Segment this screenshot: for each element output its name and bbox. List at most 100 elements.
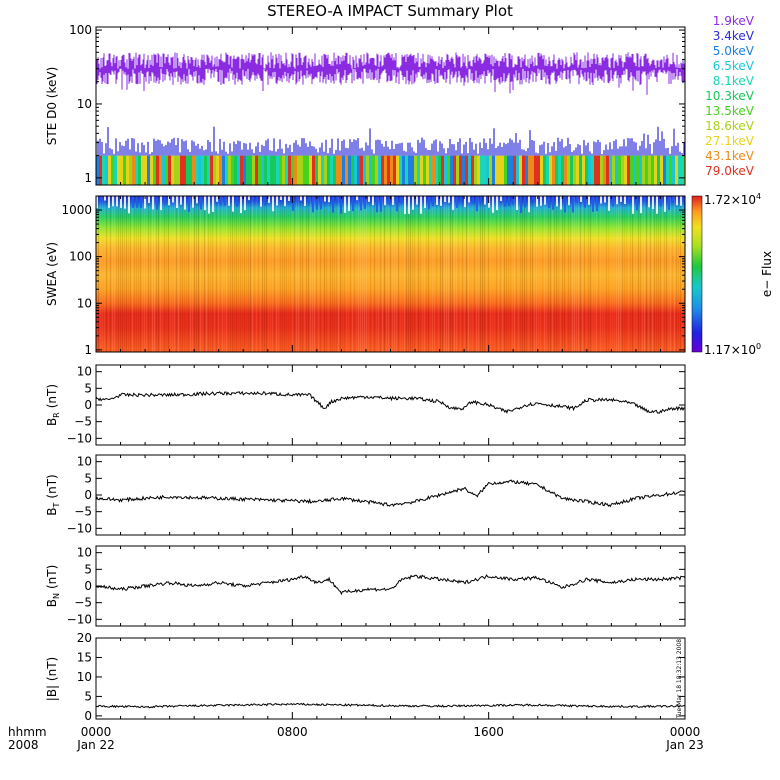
ste-high-energy-bar — [246, 155, 249, 185]
swea-streak — [264, 196, 265, 352]
ste-high-energy-bar — [555, 155, 558, 185]
swea-streak — [372, 196, 373, 352]
x-tick-date-label: Jan 22 — [76, 738, 115, 752]
ste-high-energy-bar — [159, 155, 162, 185]
swea-streak — [360, 196, 361, 352]
ste-high-energy-bar — [174, 155, 177, 185]
swea-streak — [140, 196, 141, 352]
swea-panel: 1 10 100 1000 SWEA (eV) 1.72×104 1.17×100 e… — [45, 192, 774, 357]
ste-high-energy-bar — [378, 155, 381, 185]
swea-top-fringe — [436, 196, 438, 205]
ste-high-energy-bar — [624, 155, 627, 185]
swea-streak — [458, 196, 459, 352]
bt-frame — [95, 454, 686, 536]
bmag-series-line — [95, 702, 686, 709]
swea-top-fringe — [324, 196, 326, 202]
br-ytick-label: −10 — [67, 431, 92, 445]
ste-high-energy-bar — [132, 155, 135, 185]
ste-high-energy-bar — [522, 155, 525, 185]
swea-streak — [628, 196, 629, 352]
swea-streak — [214, 196, 215, 352]
swea-streak — [186, 196, 187, 352]
ste-high-energy-bar — [342, 155, 345, 185]
swea-streak — [596, 196, 597, 352]
swea-streak — [482, 196, 483, 352]
ste-high-energy-bar — [516, 155, 519, 185]
swea-streak — [654, 196, 655, 352]
ste-high-energy-bar — [168, 155, 171, 185]
swea-top-fringe — [480, 196, 482, 203]
swea-ytick-label: 1 — [84, 343, 92, 357]
swea-top-fringe — [148, 196, 150, 204]
swea-top-fringe — [176, 196, 178, 208]
swea-streak — [110, 196, 111, 352]
swea-top-fringe — [596, 196, 598, 212]
colorbar — [691, 195, 703, 353]
ste-ylabel: STE D0 (keV) — [45, 67, 59, 146]
swea-top-fringe — [612, 196, 614, 207]
x-tick-time-label: 0000 — [81, 725, 112, 739]
swea-top-fringe — [240, 196, 242, 214]
swea-streak — [344, 196, 345, 352]
swea-streak — [188, 196, 189, 352]
swea-top-fringe — [464, 196, 466, 208]
swea-streak — [534, 196, 535, 352]
swea-top-fringe — [300, 196, 302, 201]
ste-high-energy-bar — [615, 155, 618, 185]
swea-top-fringe — [368, 196, 370, 202]
swea-streak — [154, 196, 155, 352]
swea-top-fringe — [672, 196, 674, 201]
swea-top-fringe — [604, 196, 606, 203]
ste-high-energy-bar — [264, 155, 267, 185]
swea-top-fringe — [260, 196, 262, 207]
ste-high-energy-bar — [501, 155, 504, 185]
swea-streak — [494, 196, 495, 352]
swea-top-fringe — [616, 196, 618, 205]
swea-streak — [646, 196, 647, 352]
swea-streak — [484, 196, 485, 352]
swea-streak — [98, 196, 99, 352]
swea-top-fringe — [136, 196, 138, 208]
swea-top-fringe — [636, 196, 638, 211]
ste-high-energy-bar — [441, 155, 444, 185]
ste-high-energy-bar — [138, 155, 141, 185]
swea-streak — [266, 196, 267, 352]
swea-streak — [182, 196, 183, 352]
swea-top-fringe — [140, 196, 142, 208]
swea-streak — [500, 196, 501, 352]
swea-streak — [376, 196, 377, 352]
swea-streak — [172, 196, 173, 352]
swea-streak — [640, 196, 641, 352]
swea-top-fringe — [564, 196, 566, 213]
swea-streak — [220, 196, 221, 352]
swea-top-fringe — [516, 196, 518, 210]
swea-streak — [660, 196, 661, 352]
ste-high-energy-bar — [117, 155, 120, 185]
ste-high-energy-bar — [360, 155, 363, 185]
swea-streak — [510, 196, 511, 352]
ste-high-energy-bar — [351, 155, 354, 185]
swea-streak — [184, 196, 185, 352]
ste-high-energy-bar — [561, 155, 564, 185]
swea-streak — [138, 196, 139, 352]
swea-top-fringe — [432, 196, 434, 207]
ste-high-energy-bar — [477, 155, 480, 185]
ste-high-energy-bar — [408, 155, 411, 185]
swea-streak — [594, 196, 595, 352]
ste-high-energy-bar — [222, 155, 225, 185]
swea-streak — [490, 196, 491, 352]
swea-streak — [472, 196, 473, 352]
swea-top-fringe — [580, 196, 582, 202]
ste-high-energy-bar — [546, 155, 549, 185]
swea-streak — [314, 196, 315, 352]
chart-title: STEREO-A IMPACT Summary Plot — [267, 2, 513, 20]
swea-streak — [676, 196, 677, 352]
ste-high-energy-bar — [588, 155, 591, 185]
swea-streak — [504, 196, 505, 352]
swea-streak — [528, 196, 529, 352]
swea-streak — [276, 196, 277, 352]
swea-top-fringe — [536, 196, 538, 207]
ste-high-energy-bar — [567, 155, 570, 185]
ste-high-energy-bar — [570, 155, 573, 185]
swea-top-fringe — [124, 196, 126, 209]
